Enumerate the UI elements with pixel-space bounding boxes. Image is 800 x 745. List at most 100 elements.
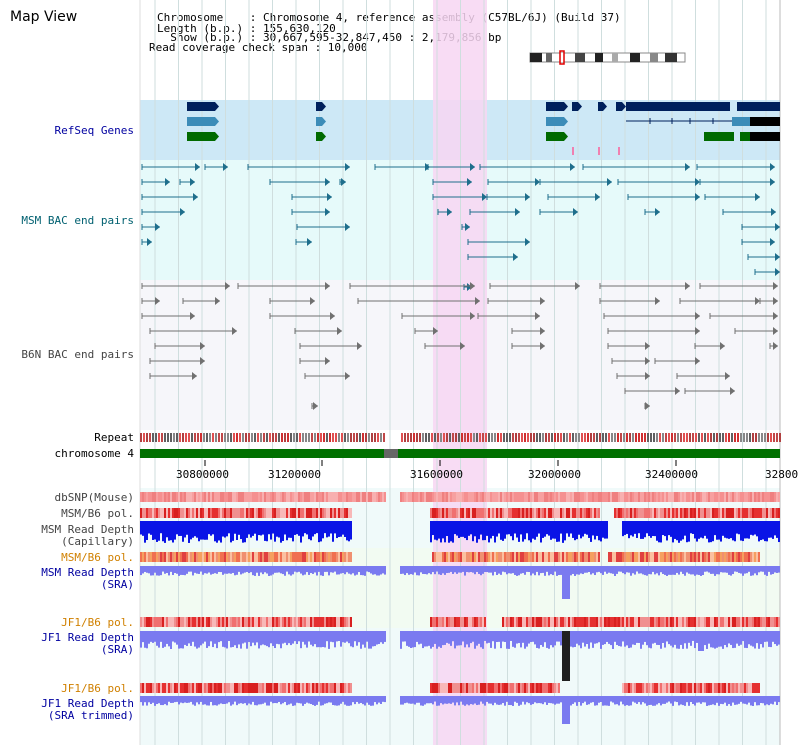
dbsnp-label: dbSNP(Mouse) [54,491,134,504]
jf1-b6-polymorphism-trimmed [232,683,234,693]
jf1-read-depth-trimmed [150,696,152,705]
jf1-read-depth-sra [214,631,216,644]
jf1-read-depth-sra [468,631,470,648]
msm-read-depth-sra [160,566,162,576]
jf1-b6-polymorphism-trimmed [758,683,760,693]
msm-read-depth-capillary [724,521,726,538]
gene-feature [616,102,622,111]
repeat-element [236,433,238,442]
msm-read-depth-capillary [534,521,536,540]
msm-b6-polymorphism [766,508,768,518]
ideogram-band [665,53,677,62]
msm-read-depth-capillary [450,521,452,542]
msm-b6-polymorphism-sra [524,552,526,562]
msm-read-depth-capillary [282,521,284,541]
msm-read-depth-sra [522,566,524,574]
msm-b6-polymorphism [198,508,200,518]
b6n-bac-end-pair [357,342,362,350]
msm-read-depth-capillary [554,521,556,539]
repeat-element [611,433,613,442]
msm-read-depth-capillary [238,521,240,535]
jf1-read-depth-sra [154,631,156,642]
dbsnp-density [600,492,602,502]
msm-read-depth-sra [502,566,504,572]
jf1-read-depth-trimmed [672,696,674,706]
dbsnp-density [424,492,426,502]
msm-b6-polymorphism [452,508,454,518]
msm-read-depth-sra [364,566,366,576]
jf1-read-depth-trimmed [250,696,252,705]
ideogram-band [560,53,564,62]
msm-b6-polymorphism [748,508,750,518]
msm-b6-polymorphism-sra [158,552,160,562]
jf1-b6-polymorphism [646,617,648,627]
msm-bac-label: MSM BAC end pairs [21,214,134,227]
repeat-element [659,433,661,442]
msm-read-depth-capillary [292,521,294,542]
msm-b6-polymorphism-sra [572,552,574,562]
jf1-read-depth-trimmed [506,696,508,702]
msm-read-depth-sra [772,566,774,575]
msm-read-depth-capillary [480,521,482,535]
msm-read-depth-capillary [218,521,220,541]
msm-b6-polymorphism [260,508,262,518]
jf1-b6-polymorphism [766,617,768,627]
jf1-read-depth-trimmed [618,696,620,706]
msm-bac-end-pair [467,283,472,291]
jf1-read-depth-sra [188,631,190,644]
msm-b6-polymorphism [562,508,564,518]
jf1-read-depth-sra [684,631,686,644]
msm-b6-polymorphism-sra [276,552,278,562]
msm-read-depth-sra [220,566,222,573]
repeat-element [287,433,289,442]
dbsnp-density [162,492,164,502]
msm-read-depth-sra [446,566,448,574]
msm-read-depth-sra [774,566,776,573]
jf1-read-depth-sra [590,631,592,643]
msm-b6-polymorphism [300,508,302,518]
msm-read-depth-sra [346,566,348,573]
msm-read-depth-capillary [552,521,554,539]
msm-read-depth-capillary [694,521,696,539]
dbsnp-density [738,492,740,502]
dbsnp-density [480,492,482,502]
msm-bac-end-pair [515,208,520,216]
msm-read-depth-capillary [678,521,680,543]
jf1-b6-polymorphism-trimmed [344,683,346,693]
msm-read-depth-sra [426,566,428,575]
jf1-b6-polymorphism-trimmed [740,683,742,693]
msm-read-depth-capillary [500,521,502,540]
jf1-read-depth-trimmed [276,696,278,704]
jf1-read-depth-trimmed [408,696,410,704]
jf1-read-depth-trimmed [580,696,582,706]
msm-bac-end-pair [525,193,530,201]
jf1-b6-polymorphism-trimmed [318,683,320,693]
b6n-bac-end-pair [773,342,778,350]
msm-read-depth-capillary [308,521,310,540]
repeat-element [407,433,409,442]
msm-read-depth-capillary [250,521,252,538]
dbsnp-density [362,492,364,502]
refseq-genes-label: RefSeq Genes [54,124,134,137]
jf1-b6-polymorphism-trimmed [464,683,466,693]
msm-depth-cap-label-2: (Capillary) [61,535,134,548]
msm-b6-polymorphism [596,508,598,518]
msm-b6-polymorphism [254,508,256,518]
msm-read-depth-capillary [582,521,584,537]
msm-b6-polymorphism-sra [560,552,562,562]
msm-read-depth-sra [562,566,564,599]
jf1-b6-polymorphism [730,617,732,627]
jf1-b6-polymorphism [550,617,552,627]
jf1-read-depth-sra [300,631,302,649]
msm-read-depth-sra [770,566,772,575]
msm-read-depth-sra [154,566,156,573]
jf1-b6-polymorphism-trimmed [448,683,450,693]
b6n-bac-end-pair [730,387,735,395]
msm-b6-polymorphism-sra [316,552,318,562]
b6n-bac-end-pair [433,327,438,335]
msm-b6-polymorphism-sra [592,552,594,562]
dbsnp-density [452,492,454,502]
msm-read-depth-sra [152,566,154,576]
jf1-read-depth-sra [304,631,306,645]
